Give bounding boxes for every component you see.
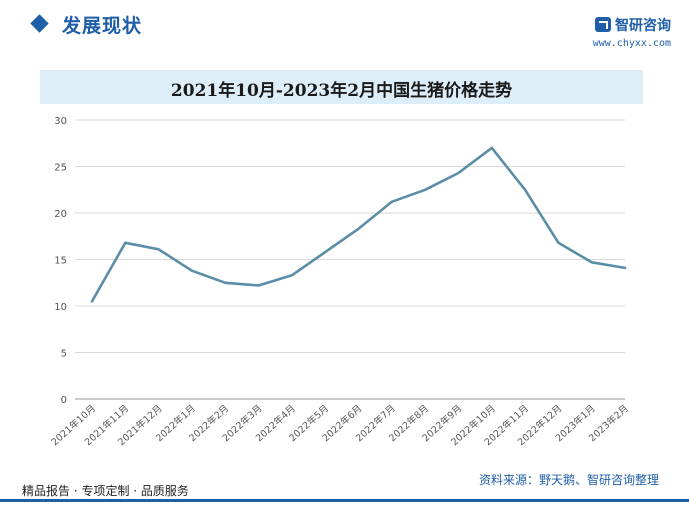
series-line — [90, 146, 627, 303]
y-tick-label: 10 — [54, 302, 67, 313]
y-tick-label: 25 — [54, 163, 67, 174]
y-tick-label: 20 — [54, 209, 67, 220]
y-tick-label: 15 — [54, 256, 67, 267]
logo-name: 智研咨询 — [615, 17, 671, 34]
header: 发展现状 智研咨询 www.chyxx.com — [0, 0, 689, 60]
y-tick-label: 30 — [54, 116, 67, 127]
footer-slogan: 精品报告 · 专项定制 · 品质服务 — [22, 484, 189, 498]
section-title: 发展现状 — [62, 15, 143, 37]
logo-url: www.chyxx.com — [592, 37, 671, 49]
y-tick-label: 5 — [61, 349, 67, 360]
logo: 智研咨询 www.chyxx.com — [593, 14, 671, 49]
chart-title-bar: 2021年10月-2023年2月中国生猪价格走势 — [40, 70, 643, 104]
y-tick-label: 0 — [61, 395, 67, 406]
source-note: 资料来源：野天鹅、智研咨询整理 — [478, 473, 659, 487]
footer-divider — [0, 499, 689, 502]
chart-title: 2021年10月-2023年2月中国生猪价格走势 — [170, 81, 513, 101]
logo-icon — [595, 17, 611, 32]
